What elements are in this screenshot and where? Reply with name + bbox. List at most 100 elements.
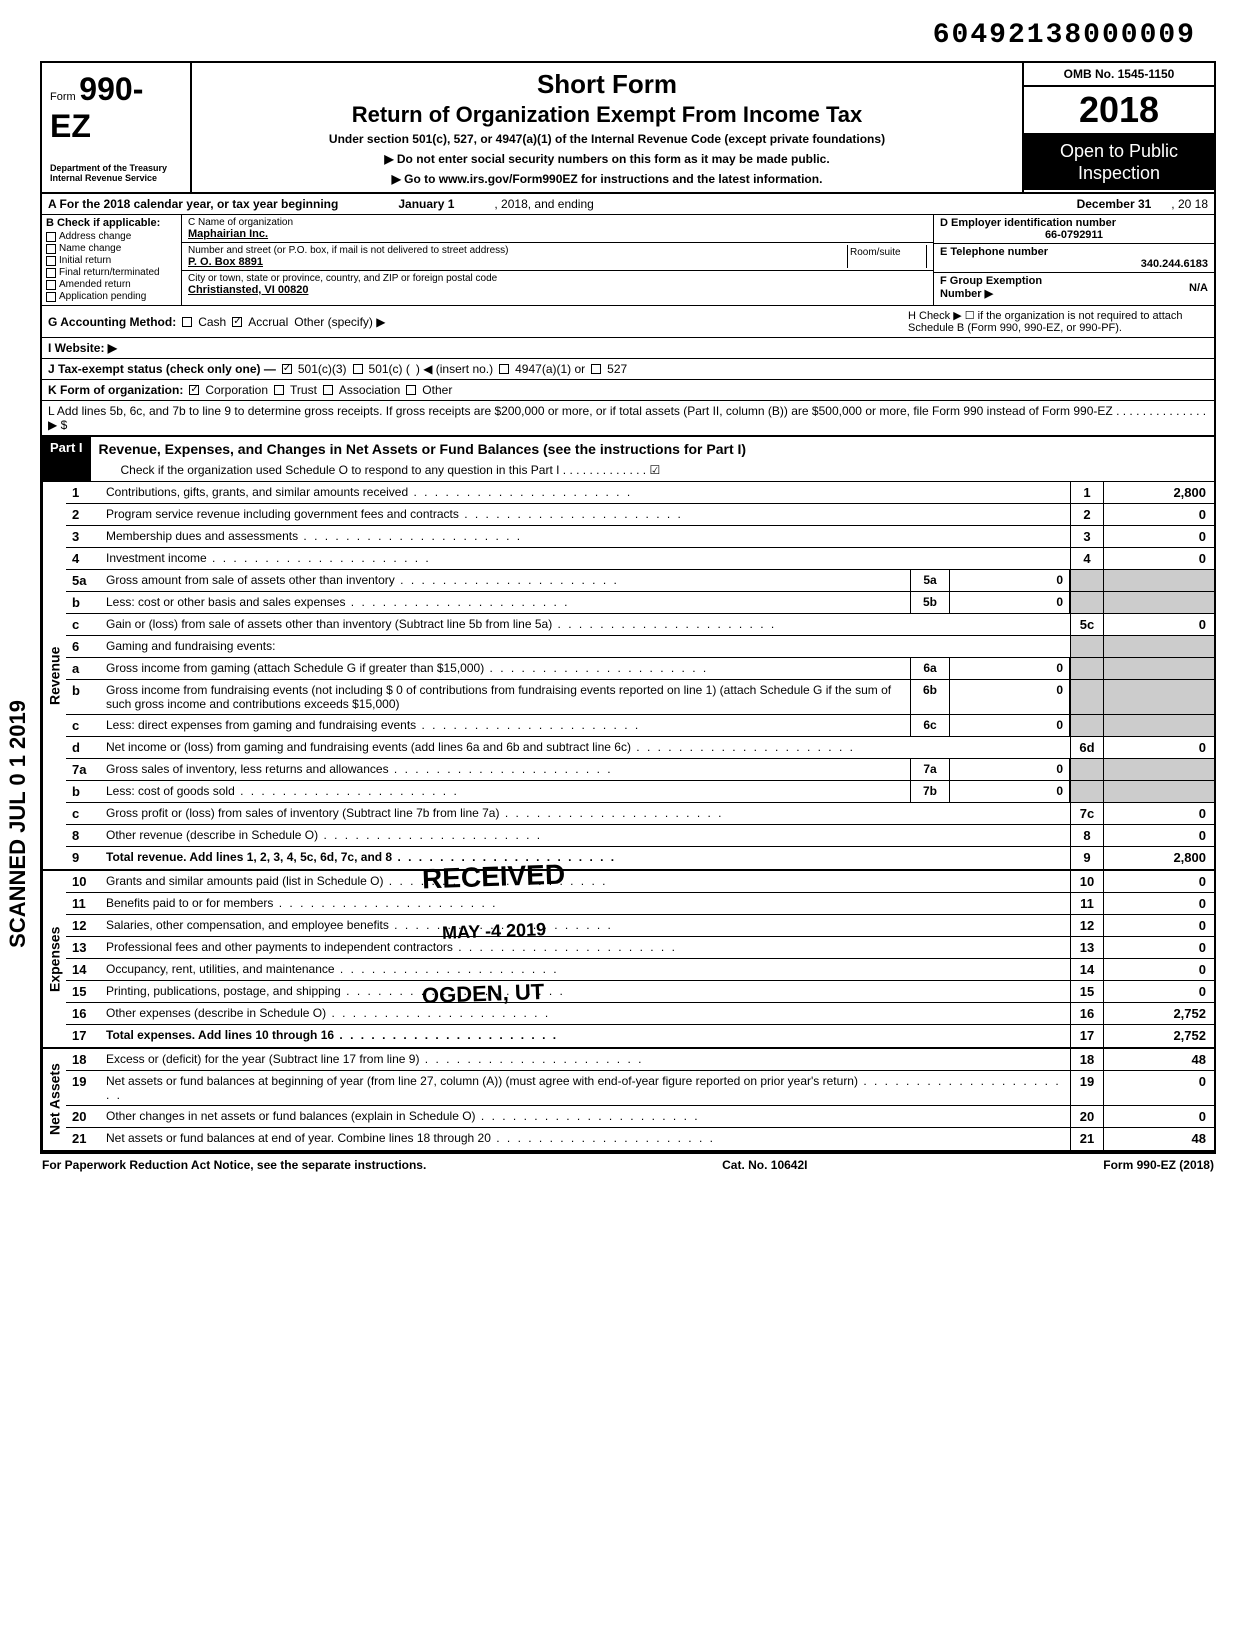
line9-desc: Total revenue. Add lines 1, 2, 3, 4, 5c,… — [102, 847, 1070, 869]
org-city: Christiansted, VI 00820 — [188, 284, 927, 296]
section-b: B Check if applicable: Address change Na… — [42, 215, 182, 305]
instr-url: ▶ Go to www.irs.gov/Form990EZ for instru… — [202, 172, 1012, 186]
row-a-end2: , 20 18 — [1171, 197, 1208, 211]
line5b-desc: Less: cost or other basis and sales expe… — [102, 592, 910, 613]
instr-ssn: ▶ Do not enter social security numbers o… — [202, 152, 1012, 166]
short-form-title: Short Form — [202, 69, 1012, 100]
cb-address-change[interactable] — [46, 232, 56, 242]
line7a-mid: 7a — [910, 759, 950, 780]
document-id: 60492138000009 — [40, 20, 1216, 51]
main-title: Return of Organization Exempt From Incom… — [202, 102, 1012, 128]
line18-desc: Excess or (deficit) for the year (Subtra… — [102, 1049, 1070, 1070]
cb-501c[interactable] — [353, 364, 363, 374]
line5b-midval: 0 — [950, 592, 1070, 613]
cb-accrual[interactable] — [232, 317, 242, 327]
cb-527[interactable] — [591, 364, 601, 374]
line20-val: 0 — [1104, 1106, 1214, 1127]
line6a-desc: Gross income from gaming (attach Schedul… — [102, 658, 910, 679]
cb-other-org[interactable] — [406, 385, 416, 395]
line6c-midval: 0 — [950, 715, 1070, 736]
cb-amended[interactable] — [46, 280, 56, 290]
lbl-other-method: Other (specify) ▶ — [294, 315, 385, 329]
row-l: L Add lines 5b, 6c, and 7b to line 9 to … — [42, 401, 1214, 437]
cb-corp[interactable] — [189, 385, 199, 395]
form-number-cell: Form 990-EZ Department of the Treasury I… — [42, 63, 192, 192]
line13-val: 0 — [1104, 937, 1214, 958]
row-k: K Form of organization: Corporation Trus… — [42, 380, 1214, 401]
ein-label: D Employer identification number — [940, 217, 1208, 229]
line3-val: 0 — [1104, 526, 1214, 547]
cb-initial-return[interactable] — [46, 256, 56, 266]
lbl-amended: Amended return — [59, 279, 131, 290]
phone-label: E Telephone number — [940, 246, 1208, 258]
cb-app-pending[interactable] — [46, 292, 56, 302]
line4-desc: Investment income — [102, 548, 1070, 569]
row-j: J Tax-exempt status (check only one) — 5… — [42, 359, 1214, 380]
cb-assoc[interactable] — [323, 385, 333, 395]
line8-num: 8 — [1070, 825, 1104, 846]
header-right: OMB No. 1545-1150 2018 Open to Public In… — [1024, 63, 1214, 192]
line7a-midval: 0 — [950, 759, 1070, 780]
row-g-h: G Accounting Method: Cash Accrual Other … — [42, 306, 1214, 338]
lbl-other-org: Other — [422, 383, 452, 397]
line10-desc: Grants and similar amounts paid (list in… — [102, 871, 1070, 892]
line18-val: 48 — [1104, 1049, 1214, 1070]
line5b-mid: 5b — [910, 592, 950, 613]
footer-mid: Cat. No. 10642I — [722, 1158, 807, 1172]
cb-501c3[interactable] — [282, 364, 292, 374]
line12-val: 0 — [1104, 915, 1214, 936]
line6d-num: 6d — [1070, 737, 1104, 758]
line17-val: 2,752 — [1104, 1025, 1214, 1047]
line14-desc: Occupancy, rent, utilities, and maintena… — [102, 959, 1070, 980]
row-i: I Website: ▶ — [42, 338, 1214, 359]
year-end: December 31 — [1077, 197, 1152, 211]
part1-sub: Check if the organization used Schedule … — [91, 461, 1214, 481]
line13-desc: Professional fees and other payments to … — [102, 937, 1070, 958]
year-prefix: 20 — [1079, 89, 1119, 130]
tax-exempt-label: J Tax-exempt status (check only one) — — [48, 362, 276, 376]
line1-val: 2,800 — [1104, 482, 1214, 503]
dept-treasury: Department of the Treasury Internal Reve… — [50, 164, 182, 184]
org-name: Maphairian Inc. — [188, 228, 927, 240]
subtitle: Under section 501(c), 527, or 4947(a)(1)… — [202, 132, 1012, 146]
title-cell: Short Form Return of Organization Exempt… — [192, 63, 1024, 192]
line8-val: 0 — [1104, 825, 1214, 846]
line7c-val: 0 — [1104, 803, 1214, 824]
section-b-header: B Check if applicable: — [46, 217, 177, 229]
line19-val: 0 — [1104, 1071, 1214, 1105]
line10-val: 0 — [1104, 871, 1214, 892]
line18-num: 18 — [1070, 1049, 1104, 1070]
section-l-text: L Add lines 5b, 6c, and 7b to line 9 to … — [48, 404, 1208, 432]
line10-num: 10 — [1070, 871, 1104, 892]
section-h-text: H Check ▶ ☐ if the organization is not r… — [908, 309, 1208, 334]
tax-year: 2018 — [1024, 87, 1214, 135]
line6c-mid: 6c — [910, 715, 950, 736]
cb-name-change[interactable] — [46, 244, 56, 254]
line19-desc: Net assets or fund balances at beginning… — [102, 1071, 1070, 1105]
line5a-desc: Gross amount from sale of assets other t… — [102, 570, 910, 591]
footer: For Paperwork Reduction Act Notice, see … — [40, 1154, 1216, 1176]
cb-4947[interactable] — [499, 364, 509, 374]
scanned-stamp: SCANNED JUL 0 1 2019 — [5, 700, 31, 948]
line4-val: 0 — [1104, 548, 1214, 569]
lbl-corp: Corporation — [205, 383, 268, 397]
cb-final-return[interactable] — [46, 268, 56, 278]
line7b-mid: 7b — [910, 781, 950, 802]
line16-num: 16 — [1070, 1003, 1104, 1024]
line17-num: 17 — [1070, 1025, 1104, 1047]
line3-desc: Membership dues and assessments — [102, 526, 1070, 547]
part1-label: Part I — [42, 437, 91, 481]
lbl-501c3: 501(c)(3) — [298, 362, 347, 376]
line15-val: 0 — [1104, 981, 1214, 1002]
cb-cash[interactable] — [182, 317, 192, 327]
cb-trust[interactable] — [274, 385, 284, 395]
line6a-mid: 6a — [910, 658, 950, 679]
lbl-address-change: Address change — [59, 231, 131, 242]
line6b-desc: Gross income from fundraising events (no… — [102, 680, 910, 714]
addr-label: Number and street (or P.O. box, if mail … — [188, 245, 847, 256]
room-suite: Room/suite — [847, 245, 927, 268]
group-exempt-value: N/A — [1189, 282, 1208, 294]
line21-val: 48 — [1104, 1128, 1214, 1150]
line11-val: 0 — [1104, 893, 1214, 914]
omb-number: OMB No. 1545-1150 — [1024, 63, 1214, 87]
